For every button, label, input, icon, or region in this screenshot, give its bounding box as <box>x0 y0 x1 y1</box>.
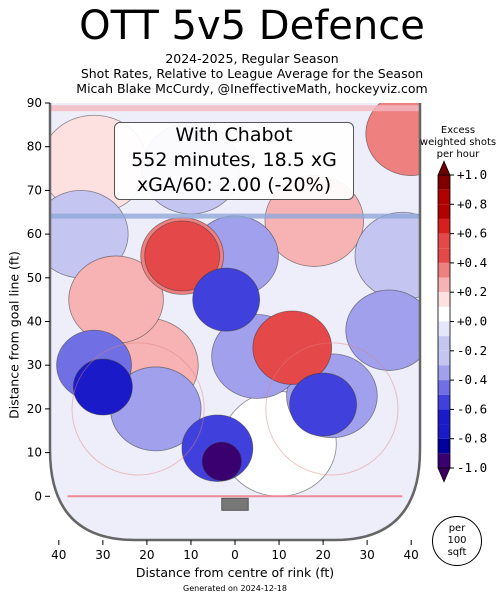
colorbar-band-5 <box>438 248 450 263</box>
goal-net <box>221 497 249 511</box>
colorbar-band-16 <box>438 409 450 425</box>
colorbar-tick-label-1: +0.8 <box>457 196 487 211</box>
x-tick-label-6: 20 <box>315 548 330 562</box>
colorbar-band-10 <box>438 321 450 337</box>
colorbar-tick-label-5: +0.0 <box>457 314 487 329</box>
colorbar-tick-label-0: +1.0 <box>457 167 487 182</box>
heatmap-region-22 <box>201 441 242 481</box>
generated-date: Generated on 2024-12-18 <box>183 584 287 593</box>
colorbar-band-0 <box>438 175 450 190</box>
colorbar-band-6 <box>438 262 450 278</box>
colorbar-band-14 <box>438 380 450 395</box>
colorbar-band-19 <box>438 453 450 468</box>
heatmap-region-21 <box>72 358 133 416</box>
colorbar-tick-label-2: +0.6 <box>457 226 487 241</box>
x-tick-label-5: 10 <box>271 548 286 562</box>
y-tick-label-9: 90 <box>27 96 42 110</box>
colorbar: +1.0 +0.8 +0.6 +0.4 +0.2 +0.0 -0.2 -0.4 -0.6 -0.8… <box>437 160 487 483</box>
info-player: With Chabot <box>175 124 293 146</box>
colorbar-max-arrow <box>437 160 451 176</box>
y-tick-label-3: 30 <box>27 358 42 372</box>
heatmap-region-15 <box>252 310 333 385</box>
colorbar-band-2 <box>438 204 450 219</box>
x-tick-label-0: 40 <box>51 548 66 562</box>
y-axis-label: Distance from goal line (ft) <box>6 251 22 419</box>
colorbar-tick-label-8: -0.6 <box>457 401 487 416</box>
y-tick-label-6: 60 <box>27 227 42 241</box>
y-tick-label-1: 10 <box>27 446 42 460</box>
colorbar-band-17 <box>438 424 450 439</box>
colorbar-tick-label-10: -1.0 <box>457 460 487 475</box>
x-tick-label-3: 10 <box>183 548 198 562</box>
y-tick-label-8: 80 <box>27 140 42 154</box>
x-tick-label-8: 40 <box>404 548 419 562</box>
heatmap-region-17 <box>144 220 220 292</box>
chart-axes: 0 10 20 30 40 50 60 70 80 90 40 30 20 10 0 10 20 30 40 <box>27 96 419 562</box>
colorbar-band-9 <box>438 306 450 322</box>
per-unit-badge: per 100 sqft <box>432 516 482 566</box>
faceoff-circle-left <box>71 342 205 476</box>
colorbar-band-15 <box>438 394 450 410</box>
colorbar-band-7 <box>438 277 450 293</box>
subtitle-season: 2024-2025, Regular Season <box>165 51 339 66</box>
x-tick-label-1: 30 <box>95 548 110 562</box>
colorbar-band-12 <box>438 350 450 366</box>
subtitle-author: Micah Blake McCurdy, @IneffectiveMath, h… <box>76 81 428 96</box>
colorbar-band-4 <box>438 233 450 249</box>
chart-title: OTT 5v5 Defence <box>79 3 425 49</box>
colorbar-tick-label-4: +0.2 <box>457 284 487 299</box>
colorbar-min-arrow <box>437 467 451 483</box>
colorbar-tick-label-7: -0.4 <box>457 372 487 387</box>
colorbar-band-11 <box>438 336 450 351</box>
info-minutes: 552 minutes, 18.5 xG <box>131 149 337 171</box>
y-tick-label-2: 20 <box>27 402 42 416</box>
heatmap-regions <box>50 103 420 540</box>
heatmap-region-13 <box>345 289 420 371</box>
heatmap-region-5 <box>354 211 420 301</box>
colorbar-tick-label-9: -0.8 <box>457 431 487 446</box>
info-xga: xGA/60: 2.00 (-20%) <box>136 174 332 196</box>
x-tick-label-4: 0 <box>231 548 239 562</box>
heatmap-region-20 <box>192 267 261 332</box>
y-tick-label-4: 40 <box>27 315 42 329</box>
y-tick-label-0: 0 <box>34 489 42 503</box>
colorbar-band-18 <box>438 438 450 454</box>
blue-line <box>50 213 420 219</box>
y-tick-label-7: 70 <box>27 183 42 197</box>
heatmap-region-11 <box>365 103 420 176</box>
x-tick-label-7: 30 <box>360 548 375 562</box>
colorbar-band-1 <box>438 189 450 205</box>
subtitle-description: Shot Rates, Relative to League Average f… <box>80 66 424 81</box>
colorbar-band-13 <box>438 365 450 381</box>
colorbar-title: Excess weighted shots per hour <box>419 125 497 160</box>
y-tick-label-5: 50 <box>27 271 42 285</box>
x-axis-label: Distance from centre of rink (ft) <box>135 565 335 580</box>
faceoff-circle-right <box>265 342 399 476</box>
info-box: With Chabot 552 minutes, 18.5 xG xGA/60:… <box>114 122 354 200</box>
colorbar-tick-label-3: +0.4 <box>457 255 487 270</box>
colorbar-band-3 <box>438 218 450 234</box>
colorbar-tick-label-6: -0.2 <box>457 343 487 358</box>
colorbar-band-8 <box>438 292 450 307</box>
centre-line <box>50 105 420 112</box>
x-tick-label-2: 20 <box>139 548 154 562</box>
heatmap-region-19 <box>289 372 357 437</box>
